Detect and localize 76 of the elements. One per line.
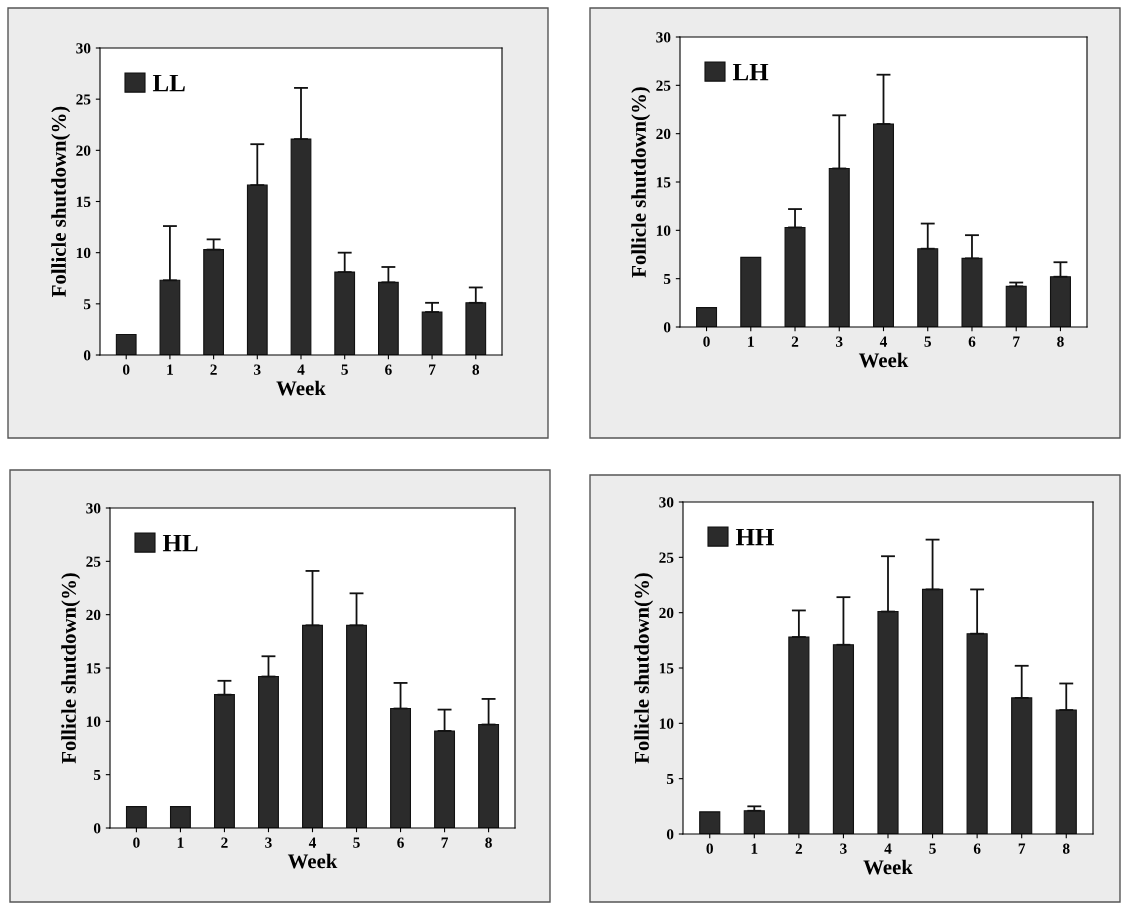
y-tick-label: 15: [86, 663, 101, 674]
legend-label: HH: [735, 528, 774, 546]
x-tick-label: 3: [836, 336, 843, 347]
y-tick-label: 5: [83, 299, 91, 310]
x-tick-label: 5: [929, 843, 936, 854]
x-tick-label: 6: [968, 336, 976, 347]
y-tick-label: 25: [76, 94, 91, 105]
x-tick-label: 8: [1062, 843, 1070, 854]
x-tick-label: 5: [353, 837, 360, 848]
x-tick-label: 5: [924, 336, 931, 347]
x-tick-label: 6: [973, 843, 981, 854]
y-axis-title: Follicle shutdown(%): [51, 106, 71, 297]
y-tick-label: 15: [76, 196, 91, 207]
x-tick-label: 3: [254, 364, 261, 375]
y-tick-label: 30: [86, 503, 101, 514]
y-tick-label: 20: [659, 607, 674, 619]
y-tick-label: 25: [659, 552, 674, 563]
legend-label: LL: [152, 74, 185, 92]
x-tick-label: 0: [703, 336, 710, 347]
x-axis-title: Week: [863, 859, 913, 875]
x-tick-label: 7: [1013, 336, 1020, 347]
x-axis-title: Week: [858, 352, 909, 368]
x-tick-label: 8: [472, 364, 480, 375]
x-tick-label: 1: [167, 364, 173, 375]
y-tick-label: 20: [656, 128, 671, 140]
y-tick-label: 25: [656, 80, 671, 91]
x-tick-label: 8: [485, 837, 492, 848]
y-tick-label: 10: [656, 225, 671, 236]
x-tick-label: 3: [840, 843, 847, 854]
x-tick-label: 1: [748, 336, 754, 347]
y-tick-label: 10: [659, 718, 674, 729]
x-tick-label: 1: [177, 837, 184, 848]
y-tick-label: 30: [76, 43, 91, 54]
legend-label: LH: [732, 63, 769, 81]
y-tick-label: 0: [83, 350, 91, 361]
x-tick-label: 8: [1057, 336, 1064, 347]
y-tick-label: 5: [663, 273, 671, 285]
y-tick-label: 0: [663, 322, 671, 333]
x-tick-label: 7: [441, 837, 449, 848]
y-tick-label: 15: [659, 663, 674, 674]
x-tick-label: 4: [297, 364, 305, 375]
x-tick-label: 4: [884, 843, 892, 854]
x-tick-label: 6: [397, 837, 404, 848]
y-tick-label: 30: [659, 497, 674, 508]
x-tick-label: 4: [879, 336, 888, 347]
x-tick-label: 7: [1018, 843, 1026, 854]
y-tick-label: 20: [86, 609, 101, 621]
x-tick-label: 1: [751, 843, 758, 854]
x-tick-label: 2: [210, 364, 217, 375]
x-axis-title: Week: [287, 853, 338, 869]
y-axis-title: Follicle shutdown(%): [634, 573, 654, 764]
y-tick-label: 0: [93, 823, 101, 834]
y-axis-title: Follicle shutdown(%): [61, 573, 81, 764]
x-tick-label: 0: [122, 364, 130, 375]
legend-label: HL: [162, 534, 198, 552]
y-tick-label: 30: [656, 32, 671, 43]
y-tick-label: 10: [86, 716, 101, 727]
y-tick-label: 10: [76, 247, 91, 259]
x-axis-title: Week: [276, 380, 326, 396]
y-tick-label: 0: [666, 829, 674, 840]
x-tick-label: 6: [385, 364, 392, 375]
x-tick-label: 2: [221, 837, 228, 848]
x-tick-label: 2: [791, 336, 799, 347]
y-tick-label: 20: [76, 145, 91, 156]
y-tick-label: 15: [656, 177, 671, 188]
x-tick-label: 0: [706, 843, 713, 854]
x-tick-label: 3: [265, 837, 272, 848]
y-tick-label: 5: [93, 769, 101, 781]
x-tick-label: 5: [341, 364, 348, 375]
y-tick-label: 25: [86, 556, 101, 567]
y-axis-title: Follicle shutdown(%): [631, 87, 651, 278]
x-tick-label: 0: [133, 837, 140, 848]
x-tick-label: 2: [795, 843, 803, 854]
y-tick-label: 5: [666, 773, 674, 785]
x-tick-label: 7: [429, 364, 436, 375]
x-tick-label: 4: [308, 837, 317, 848]
